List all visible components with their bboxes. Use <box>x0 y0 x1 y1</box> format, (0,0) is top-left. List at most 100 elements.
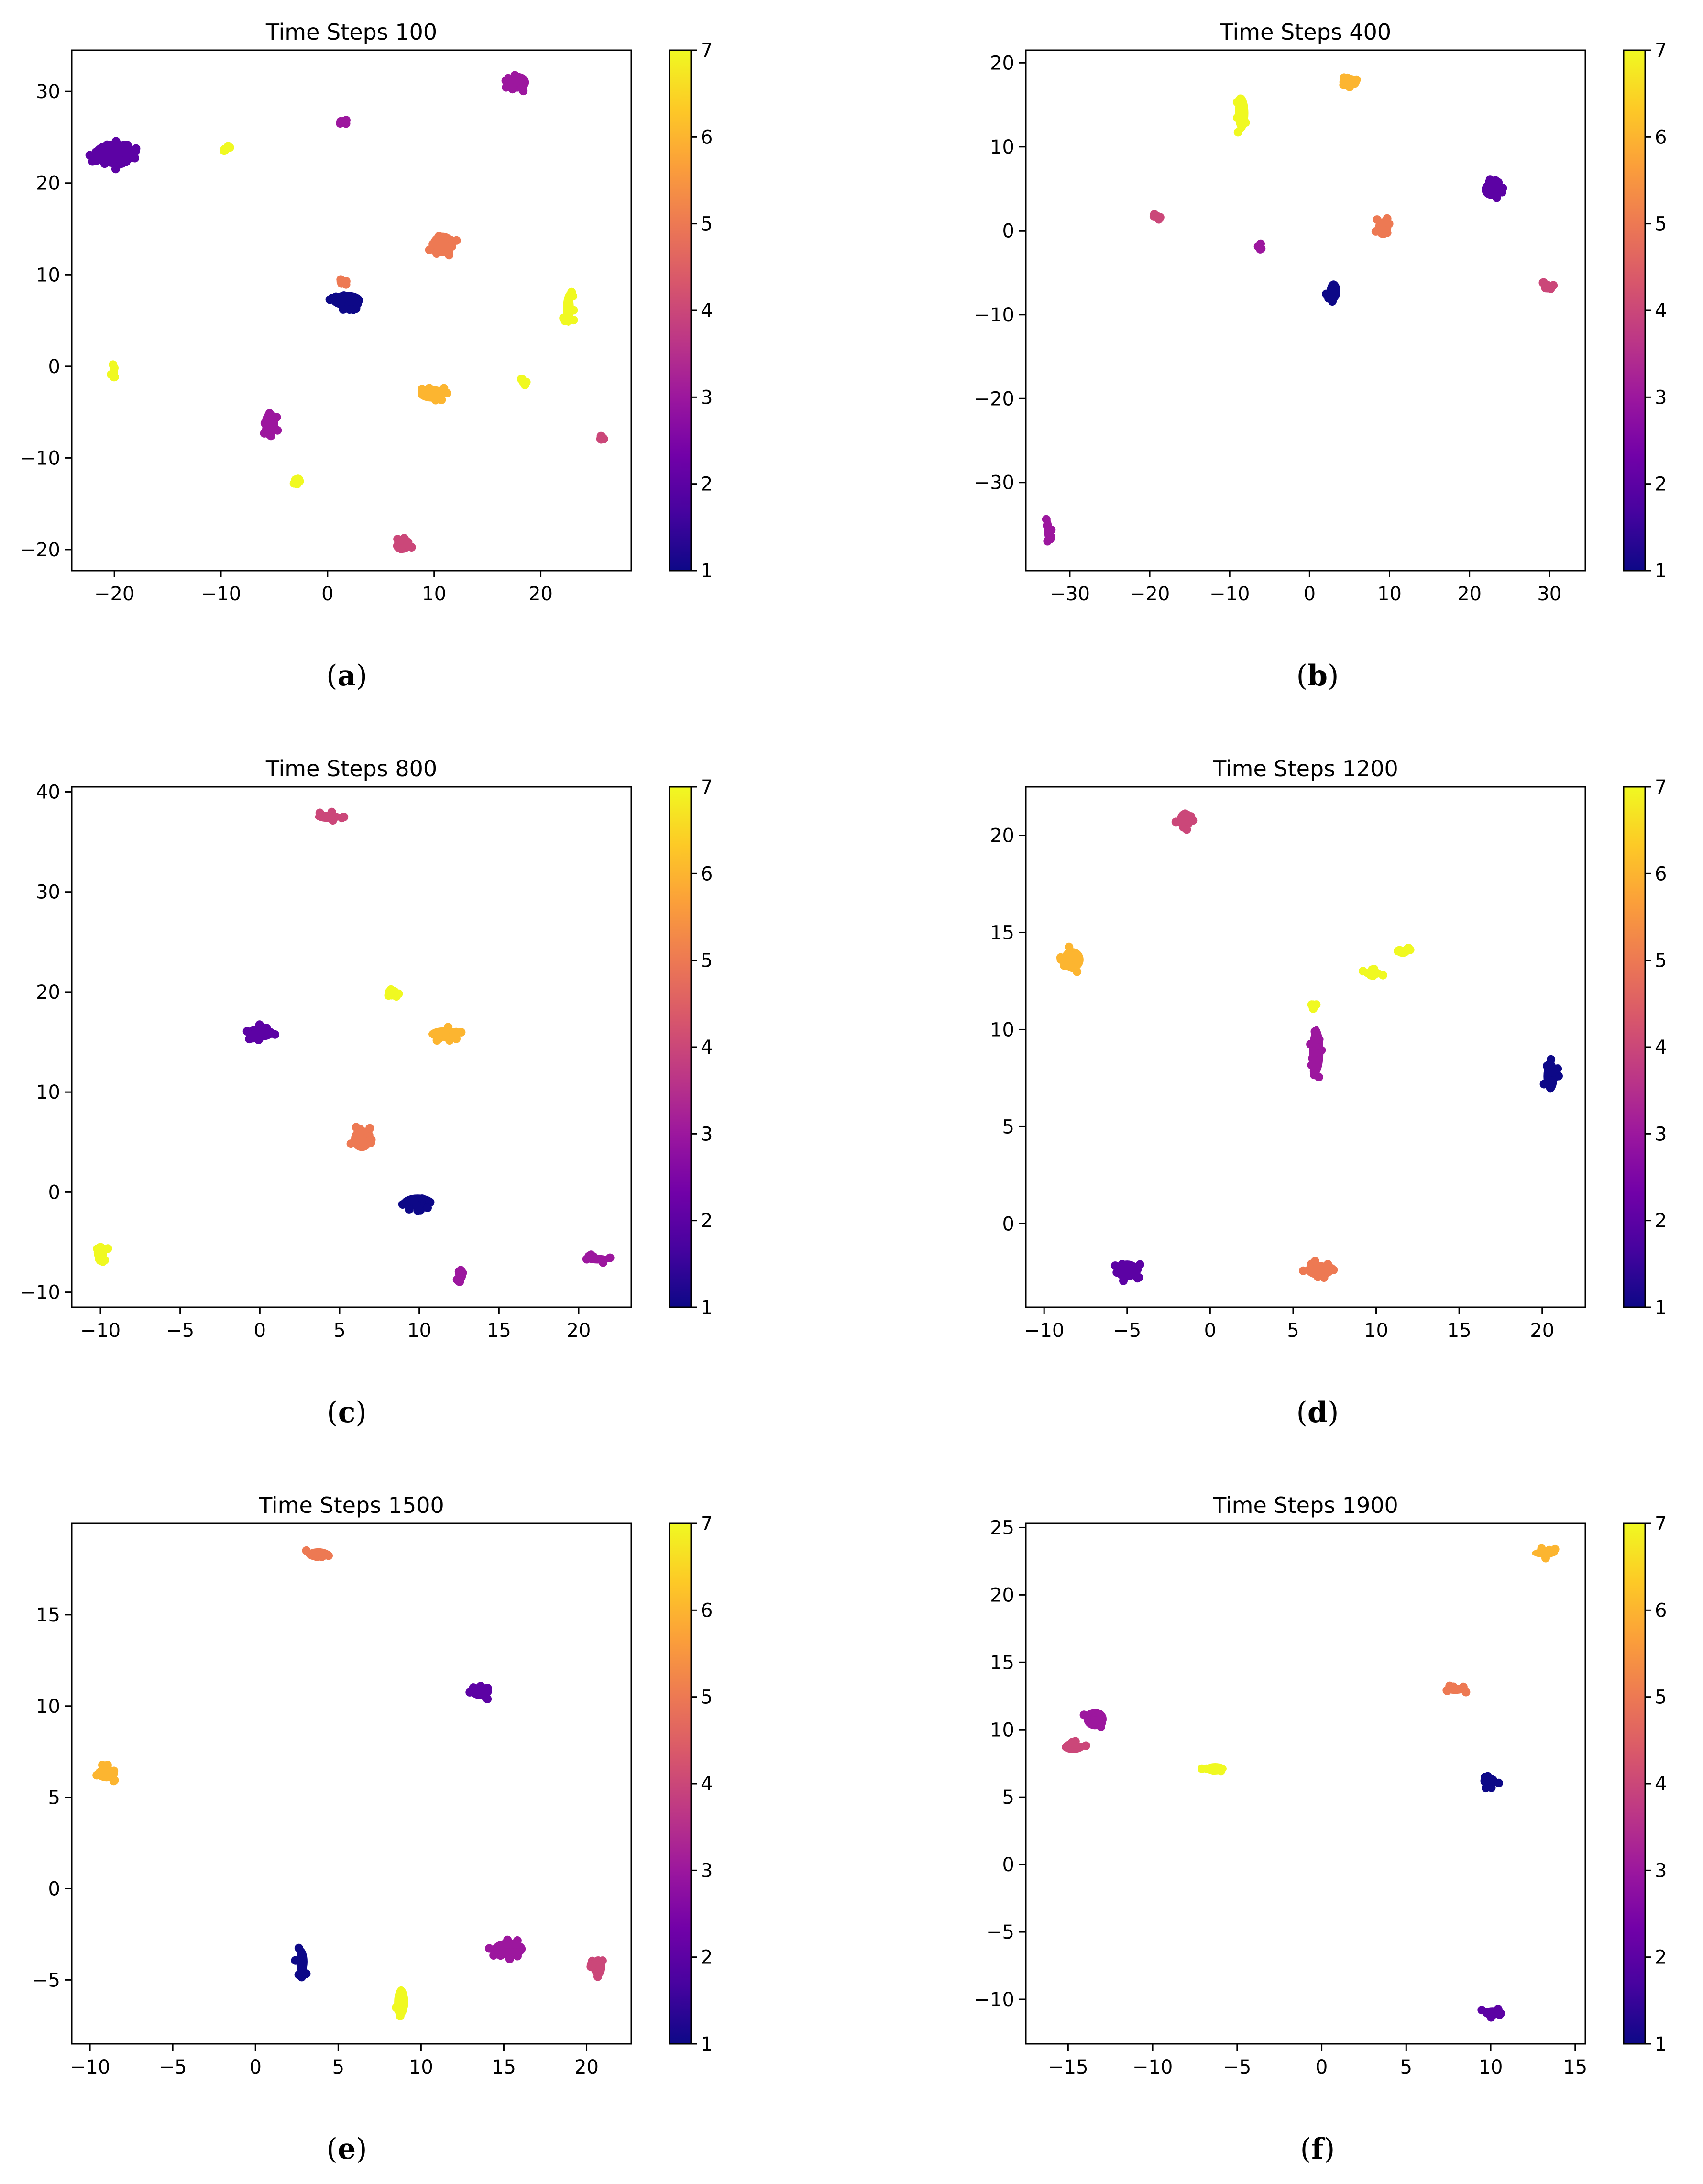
caption-close-paren: ) <box>1327 659 1339 693</box>
x-tick-label: −5 <box>166 1320 194 1342</box>
x-tick-label: 0 <box>1204 1320 1216 1342</box>
scatter-point <box>1406 945 1415 954</box>
axes-frame <box>71 786 632 1308</box>
colorbar-tick-label: 6 <box>701 126 713 148</box>
subfigure-caption: (b) <box>1270 659 1365 693</box>
scatter-points <box>93 807 615 1286</box>
scatter-point <box>339 305 348 314</box>
scatter-point <box>423 1203 432 1212</box>
colorbar-gradient <box>669 786 692 1308</box>
scatter-point <box>476 1682 485 1691</box>
scatter-point <box>1047 525 1056 534</box>
scatter-point <box>1135 1260 1144 1269</box>
scatter-point <box>569 292 578 301</box>
colorbar-tick-label: 2 <box>1655 1210 1667 1232</box>
cluster-4 <box>392 1986 408 2020</box>
cluster-5 <box>325 291 363 314</box>
scatter-point <box>341 116 351 125</box>
scatter-point <box>489 1951 498 1960</box>
panel-c: Time Steps 800−10 −5 0 5 10 15 20−100102030401… <box>20 756 713 1342</box>
scatter-point <box>434 1031 443 1040</box>
x-tick-label: 10 <box>1364 1320 1388 1342</box>
scatter-point <box>454 1276 463 1285</box>
colorbar-tick-label: 3 <box>701 1123 713 1145</box>
scatter-point <box>271 1030 279 1039</box>
scatter-point <box>1537 1544 1546 1553</box>
scatter-point <box>1068 963 1077 972</box>
colorbar-tick-label: 3 <box>1655 386 1667 408</box>
y-tick-label: 15 <box>36 1604 60 1626</box>
scatter-point <box>1236 103 1245 112</box>
caption-open-paren: ( <box>327 1396 338 1429</box>
cluster-5 <box>485 1935 526 1963</box>
colorbar-tick-label: 1 <box>701 560 713 582</box>
scatter-point <box>120 141 129 150</box>
scatter-point <box>505 1954 514 1963</box>
scatter-point <box>510 1940 519 1949</box>
scatter-point <box>1394 947 1402 956</box>
scatter-point <box>452 1034 461 1043</box>
x-tick-label: −10 <box>80 1320 121 1342</box>
y-tick-label: 20 <box>990 52 1014 74</box>
axes-frame <box>1025 1522 1586 2045</box>
scatter-point <box>407 543 416 552</box>
scatter-point <box>1461 1688 1471 1697</box>
cluster-13 <box>289 474 304 489</box>
scatter-point <box>1307 1060 1316 1070</box>
cluster-7 <box>1110 1260 1144 1285</box>
colorbar-tick-label: 7 <box>1655 40 1667 62</box>
cluster-1 <box>1056 942 1084 976</box>
colorbar: 1 2 3 4 5 6 7 <box>669 776 713 1319</box>
colorbar-tick-label: 5 <box>701 950 713 972</box>
y-tick-label: 10 <box>36 1696 60 1718</box>
x-tick-label: 10 <box>407 1320 431 1342</box>
scatter-point <box>315 808 324 817</box>
colorbar-gradient <box>669 1522 692 2045</box>
scatter-point <box>131 154 139 163</box>
scatter-point <box>109 1776 118 1786</box>
caption-letter: f <box>1311 2132 1324 2166</box>
scatter-point <box>265 409 274 418</box>
scatter-point <box>1308 1054 1317 1063</box>
scatter-point <box>418 1194 427 1203</box>
cluster-10 <box>517 375 531 389</box>
colorbar-tick-label: 2 <box>1655 1947 1667 1969</box>
x-tick-label: 15 <box>487 1320 511 1342</box>
scatter-point <box>394 989 403 998</box>
scatter-point <box>341 277 351 286</box>
colorbar-tick-label: 3 <box>701 386 713 408</box>
y-tick-label: 5 <box>1002 1787 1014 1809</box>
colorbar-tick-label: 7 <box>701 40 713 62</box>
cluster-3 <box>291 1943 311 1982</box>
colorbar-tick-label: 7 <box>701 1513 713 1535</box>
scatter-point <box>220 146 229 155</box>
scatter-point <box>402 1197 411 1206</box>
scatter-point <box>405 1205 414 1214</box>
cluster-0 <box>1232 94 1250 137</box>
scatter-point <box>131 147 140 156</box>
scatter-point <box>434 244 443 254</box>
scatter-point <box>103 1244 112 1253</box>
scatter-point <box>365 1124 374 1133</box>
y-tick-label: 30 <box>36 882 60 904</box>
colorbar: 1 2 3 4 5 6 7 <box>1623 1513 1667 2055</box>
x-tick-label: 20 <box>574 2056 599 2078</box>
scatter-point <box>109 360 118 369</box>
y-tick-label: −10 <box>974 1989 1014 2011</box>
scatter-point <box>457 1028 466 1037</box>
cluster-1 <box>465 1682 492 1703</box>
colorbar-gradient <box>1623 786 1646 1308</box>
cluster-2 <box>336 116 351 128</box>
y-tick-label: 0 <box>1002 1213 1014 1235</box>
scatter-point <box>1155 213 1165 222</box>
scatter-point <box>500 1949 508 1958</box>
y-tick-label: 0 <box>48 356 60 378</box>
cluster-11 <box>260 409 282 441</box>
scatter-point <box>272 413 281 422</box>
scatter-point <box>385 987 394 996</box>
colorbar-tick-label: 2 <box>701 1947 713 1969</box>
x-tick-label: −10 <box>201 583 241 605</box>
cluster-3 <box>242 1020 279 1044</box>
scatter-point <box>1383 228 1392 237</box>
